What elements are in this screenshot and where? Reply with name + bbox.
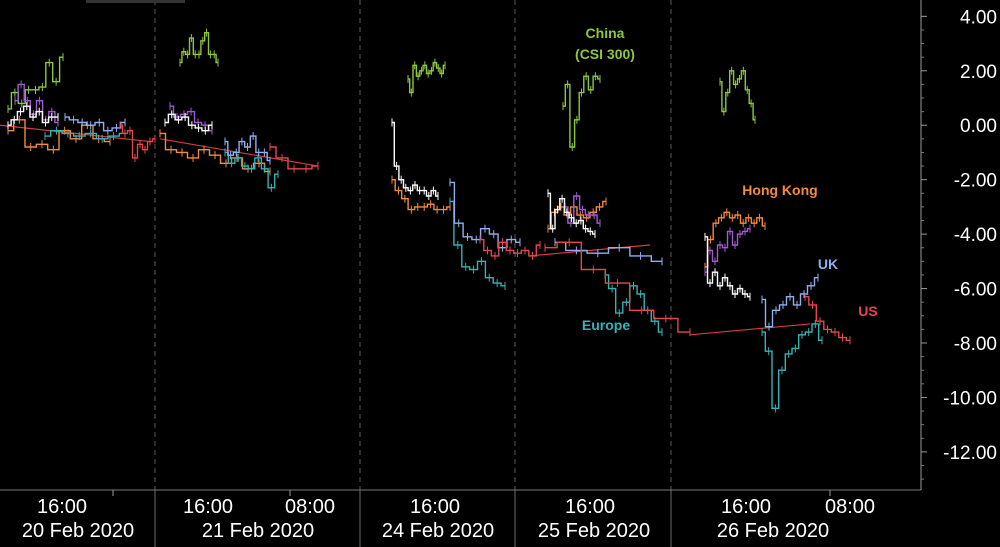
series-line — [392, 179, 450, 211]
top-marker — [86, 0, 156, 3]
top-marker — [155, 0, 185, 3]
series-line — [565, 195, 600, 224]
y-tick-label: -12.00 — [943, 443, 997, 464]
x-date-label: 24 Feb 2020 — [382, 520, 494, 542]
series-line — [762, 323, 822, 409]
x-time-label: 16:00 — [183, 496, 233, 518]
series-line — [15, 83, 58, 124]
y-tick-label: -8.00 — [954, 334, 997, 355]
series-line — [450, 181, 520, 249]
annotations: China (CSI 300) Hong Kong UK US Europe — [575, 25, 878, 333]
x-time-label: 08:00 — [285, 496, 335, 518]
y-tick-label: -6.00 — [954, 280, 997, 301]
x-date-label: 21 Feb 2020 — [202, 520, 314, 542]
series-line — [450, 200, 505, 287]
series-line — [8, 105, 58, 126]
series-annotation: US — [858, 303, 877, 319]
y-tick-label: -2.00 — [954, 171, 997, 192]
series-annotation: Europe — [582, 317, 630, 333]
series-annotation: (CSI 300) — [575, 46, 635, 62]
x-date-label: 20 Feb 2020 — [22, 520, 134, 542]
series-line — [165, 113, 212, 132]
connector-lines — [0, 124, 811, 336]
y-axis: 4.00 2.00 0.00 -2.00 -4.00 -6.00 -8.00 -10.00 -1… — [920, 0, 997, 490]
series-line — [762, 277, 818, 328]
series-annotation: Hong Kong — [742, 182, 817, 198]
x-date-label: 26 Feb 2020 — [717, 520, 829, 542]
series-group — [14, 80, 751, 277]
x-time-label: 16:00 — [37, 496, 87, 518]
series-line — [8, 119, 110, 151]
series-group — [119, 121, 851, 345]
series-line — [270, 146, 318, 170]
series-line — [392, 121, 438, 197]
x-time-label: 08:00 — [825, 496, 875, 518]
x-time-label: 16:00 — [721, 496, 771, 518]
series-line — [805, 296, 850, 341]
y-tick-label: -4.00 — [954, 225, 997, 246]
y-tick-label: 0.00 — [960, 116, 997, 137]
series-line — [408, 61, 445, 94]
series-group — [64, 113, 819, 331]
x-time-label: 16:00 — [565, 496, 615, 518]
series-line — [120, 124, 155, 159]
series-line — [225, 135, 270, 162]
series-line — [65, 116, 125, 132]
x-time-label: 16:00 — [410, 496, 460, 518]
series-line — [720, 70, 755, 121]
y-tick-label: 4.00 — [960, 7, 997, 28]
series-line — [705, 211, 765, 268]
series-line — [563, 75, 600, 148]
y-tick-label: -10.00 — [943, 388, 997, 409]
series-group — [44, 126, 823, 413]
series-group — [7, 28, 756, 151]
connector-line — [529, 244, 651, 257]
series-line — [555, 241, 662, 262]
series-annotation: China — [586, 25, 625, 41]
series-line — [705, 228, 750, 273]
series-annotation: UK — [818, 256, 838, 272]
series-layer — [7, 28, 851, 413]
series-line — [705, 236, 750, 298]
series-group — [7, 102, 751, 301]
connector-line — [689, 323, 811, 336]
y-tick-label: 2.00 — [960, 62, 997, 83]
day-separators — [0, 0, 921, 547]
x-date-label: 25 Feb 2020 — [538, 520, 650, 542]
series-line — [45, 130, 125, 140]
